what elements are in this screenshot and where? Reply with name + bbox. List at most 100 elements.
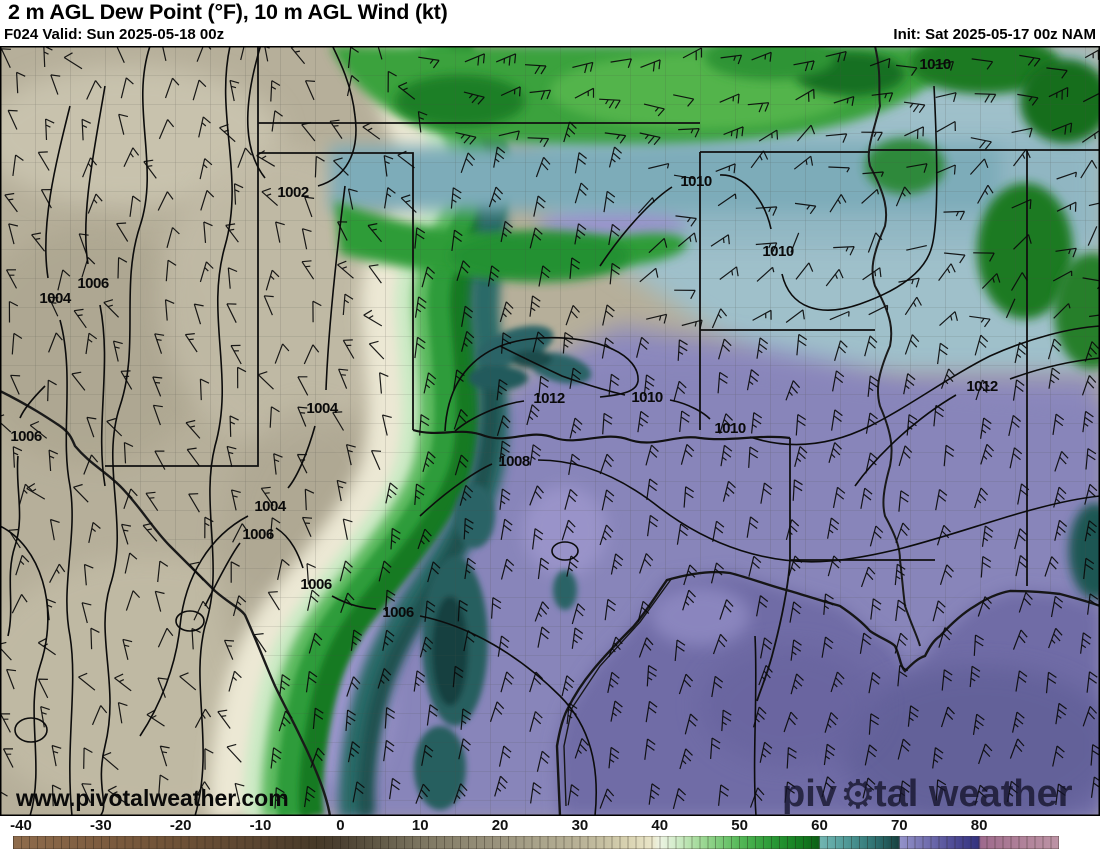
wind-barb [793, 60, 815, 72]
wind-barb [610, 700, 623, 722]
wind-barb [457, 599, 468, 622]
wind-barb [527, 137, 550, 148]
wind-barb [347, 46, 359, 69]
wind-barb [790, 673, 804, 695]
wind-barb [935, 779, 947, 801]
wind-barb [363, 309, 383, 327]
wind-barb [199, 261, 214, 283]
wind-barb [535, 156, 551, 178]
logo-text-post: tal weather [874, 773, 1073, 815]
contour-label: 1006 [242, 526, 274, 543]
colorbar-tick: 40 [651, 817, 669, 834]
wind-barb [427, 561, 441, 583]
wind-barb [352, 781, 365, 803]
wind-barb [1018, 592, 1033, 613]
wind-barb [1087, 226, 1098, 246]
wind-barb [117, 702, 128, 724]
wind-barb [460, 152, 476, 173]
wind-barb [500, 220, 513, 243]
wind-barb [464, 557, 476, 580]
wind-barb [672, 788, 687, 810]
wind-barb [143, 159, 157, 179]
wind-barb [26, 482, 46, 500]
wind-barb [370, 450, 382, 471]
wind-barb [383, 155, 394, 177]
wind-barb [795, 413, 807, 436]
wind-barb [301, 260, 315, 280]
wind-barb [83, 747, 93, 769]
wind-barb [0, 414, 12, 433]
wind-barb [895, 522, 910, 543]
wind-barb [8, 300, 19, 323]
wind-barb [536, 750, 550, 772]
wind-barb [384, 187, 396, 209]
wind-barb [644, 738, 656, 760]
wind-barb [561, 519, 576, 541]
wind-barb [646, 664, 658, 687]
wind-barb [414, 336, 426, 359]
wind-barb [73, 308, 87, 329]
wind-barb [458, 738, 471, 760]
wind-barb [569, 367, 582, 389]
wind-barb [969, 665, 981, 688]
wind-barb [750, 150, 769, 169]
wind-barb [608, 373, 620, 396]
wind-barb [677, 339, 688, 361]
wind-barb [188, 493, 200, 513]
wind-barb [785, 380, 801, 401]
wind-barb [91, 705, 108, 726]
wind-barb [752, 706, 767, 728]
wind-barb [85, 332, 98, 355]
wind-barb [862, 267, 882, 281]
colorbar-tick: 80 [970, 817, 988, 834]
wind-barb [1082, 410, 1094, 433]
wind-barb [859, 632, 872, 654]
wind-barb [192, 79, 207, 101]
wind-barb [226, 445, 237, 468]
wind-barb [154, 450, 166, 470]
wind-barb [103, 299, 120, 318]
wind-barb [345, 444, 356, 466]
wind-barbs [0, 46, 1100, 810]
wind-barb [1008, 414, 1021, 437]
wind-barb [721, 709, 732, 732]
wind-barb [6, 668, 17, 690]
wind-barb [500, 86, 521, 97]
wind-barb [722, 480, 736, 502]
wind-barb [421, 266, 436, 288]
wind-barb [1085, 448, 1097, 470]
wind-barb [159, 745, 170, 767]
wind-barb [871, 92, 894, 102]
wind-barb [274, 343, 290, 364]
wind-barb [977, 184, 994, 204]
contour-label: 1006 [382, 604, 414, 621]
wind-barb [638, 637, 654, 658]
wind-barb [120, 370, 133, 390]
wind-barb [297, 376, 309, 396]
wind-barb [117, 256, 128, 279]
wind-barb [681, 319, 703, 330]
wind-barb [4, 192, 18, 213]
wind-barb [1012, 629, 1028, 650]
wind-barb [758, 129, 779, 142]
wind-barb [643, 103, 665, 117]
wind-barb [63, 52, 83, 70]
wind-barb [980, 555, 992, 578]
wind-barb [795, 88, 815, 102]
wind-barb [869, 58, 891, 69]
wind-barb [304, 80, 316, 101]
wind-barb [487, 265, 500, 287]
pivotal-weather-logo: piv ⚙ tal weather [782, 773, 1073, 816]
wind-barb [717, 193, 737, 207]
wind-barb [237, 147, 253, 168]
wind-barb [526, 404, 540, 426]
wind-barb [532, 331, 546, 353]
wind-barb [756, 337, 769, 359]
wind-barb [974, 334, 989, 356]
contour-label: 1006 [77, 275, 109, 292]
wind-barb [935, 489, 948, 511]
wind-barb [537, 557, 550, 580]
wind-barb [193, 303, 204, 325]
wind-barb [267, 591, 280, 611]
wind-barb [0, 713, 11, 733]
